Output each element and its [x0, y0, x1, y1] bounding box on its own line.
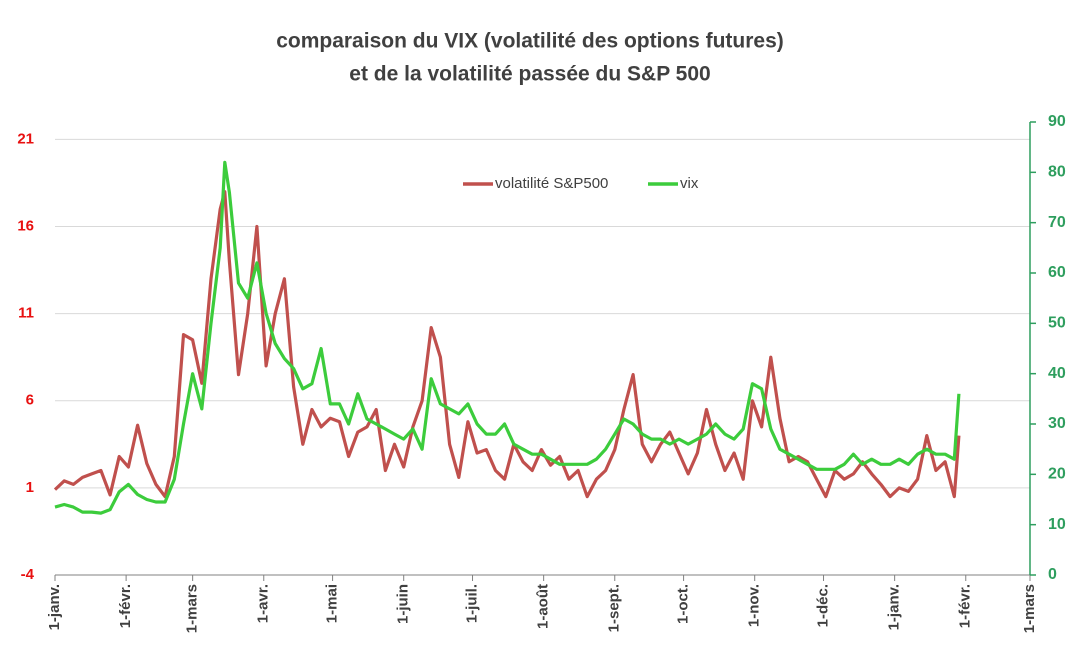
y2-tick-label: 40: [1048, 365, 1066, 382]
x-tick-label: 1-nov.: [746, 584, 763, 627]
x-tick-label: 1-sept.: [606, 584, 623, 632]
x-tick-label: 1-oct.: [675, 584, 692, 624]
x-tick-label: 1-avr.: [255, 584, 272, 623]
chart-title: et de la volatilité passée du S&P 500: [349, 63, 710, 86]
y2-tick-label: 60: [1048, 264, 1066, 281]
legend-label: volatilité S&P500: [495, 175, 608, 192]
x-tick-label: 1-mars: [1021, 584, 1038, 633]
y2-tick-label: 20: [1048, 466, 1066, 483]
y2-tick-label: 90: [1048, 113, 1066, 130]
y2-tick-label: 80: [1048, 164, 1066, 181]
y2-tick-label: 10: [1048, 516, 1066, 533]
x-tick-label: 1-août: [535, 584, 552, 629]
y2-tick-label: 0: [1048, 566, 1057, 583]
x-tick-label: 1-févr.: [117, 584, 134, 628]
x-tick-label: 1-mai: [324, 584, 341, 623]
x-tick-label: 1-juil.: [463, 584, 480, 623]
series-line: [54, 160, 961, 515]
x-tick-label: 1-janv.: [886, 584, 903, 630]
x-tick-label: 1-déc.: [814, 584, 831, 627]
y2-tick-label: 50: [1048, 315, 1066, 332]
y-tick-label: 6: [26, 392, 34, 409]
y-tick-label: 16: [17, 218, 34, 235]
y-tick-label: 21: [17, 130, 34, 147]
y-tick-label: 1: [26, 479, 34, 496]
x-tick-label: 1-mars: [184, 584, 201, 633]
x-tick-label: 1-févr.: [957, 584, 974, 628]
x-tick-label: 1-janv.: [46, 584, 63, 630]
y-tick-label: 11: [18, 305, 34, 322]
legend-label: vix: [680, 175, 699, 192]
y-tick-label: -4: [21, 566, 35, 583]
y2-tick-label: 70: [1048, 214, 1066, 231]
chart-title: comparaison du VIX (volatilité des optio…: [276, 30, 784, 53]
x-tick-label: 1-juin: [395, 584, 412, 624]
y2-tick-label: 30: [1048, 415, 1066, 432]
